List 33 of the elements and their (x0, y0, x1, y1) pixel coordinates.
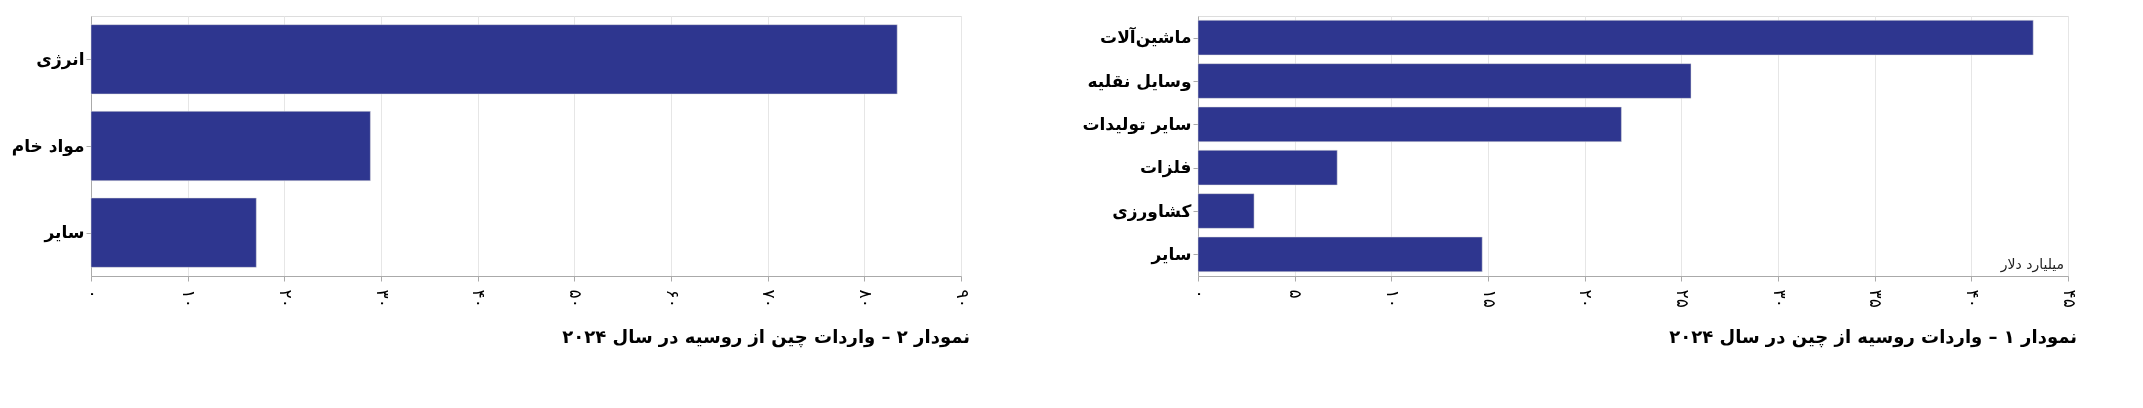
bar (1197, 193, 1255, 229)
y-tick-label: سایر تولیدات (1082, 113, 1192, 135)
x-tick-label: ۵ (1286, 289, 1307, 299)
x-tick-label: ۳۵ (1866, 289, 1887, 308)
text: نمودار ۱ – واردات روسیه از چین در سال ۲۰۲۴ (1669, 326, 2077, 349)
y-tick-label: وسایل نقلیه (1087, 70, 1192, 92)
x-tick-label: ۴۰ (469, 289, 490, 308)
y-tick-label: ماشین‌آلات (1100, 26, 1192, 49)
x-tick-label: ۲۰ (1576, 289, 1597, 308)
x-tick-label: ۷۰ (759, 289, 780, 308)
x-tick-label: ۵۰ (565, 289, 586, 308)
text: نمودار ۲ – واردات چین از روسیه در سال ۲۰۲۴ (562, 326, 970, 349)
x-tick-label: ۶۰ (662, 289, 683, 308)
x-tick-label: ۴۵ (2059, 289, 2080, 308)
y-tick-label: سایر (43, 222, 85, 244)
x-tick-label: ۴۰ (1962, 289, 1983, 308)
x-tick-label: ۱۰ (179, 289, 200, 308)
y-tick-label: مواد خام (11, 135, 85, 157)
x-tick-label: ۰ (1189, 289, 1210, 299)
x-tick-label: ۱۰ (1382, 289, 1403, 308)
y-tick-label: کشاورزی (1112, 200, 1192, 222)
x-axis-title: میلیارد دلار (1999, 256, 2064, 273)
y-tick-label: فلزات (1139, 157, 1192, 179)
x-tick-label: ۰ (82, 289, 103, 299)
x-tick-label: ۲۵ (1672, 289, 1693, 308)
x-tick-label: ۱۵ (1479, 289, 1500, 308)
x-tick-label: ۹۰ (952, 289, 973, 308)
x-tick-label: ۳۰ (372, 289, 393, 308)
x-tick-label: ۳۰ (1769, 289, 1790, 308)
x-tick-label: ۸۰ (855, 289, 876, 308)
y-tick-label: سایر (1150, 243, 1192, 265)
x-tick-label: ۲۰ (275, 289, 296, 308)
y-tick-label: انرژی (36, 48, 85, 70)
